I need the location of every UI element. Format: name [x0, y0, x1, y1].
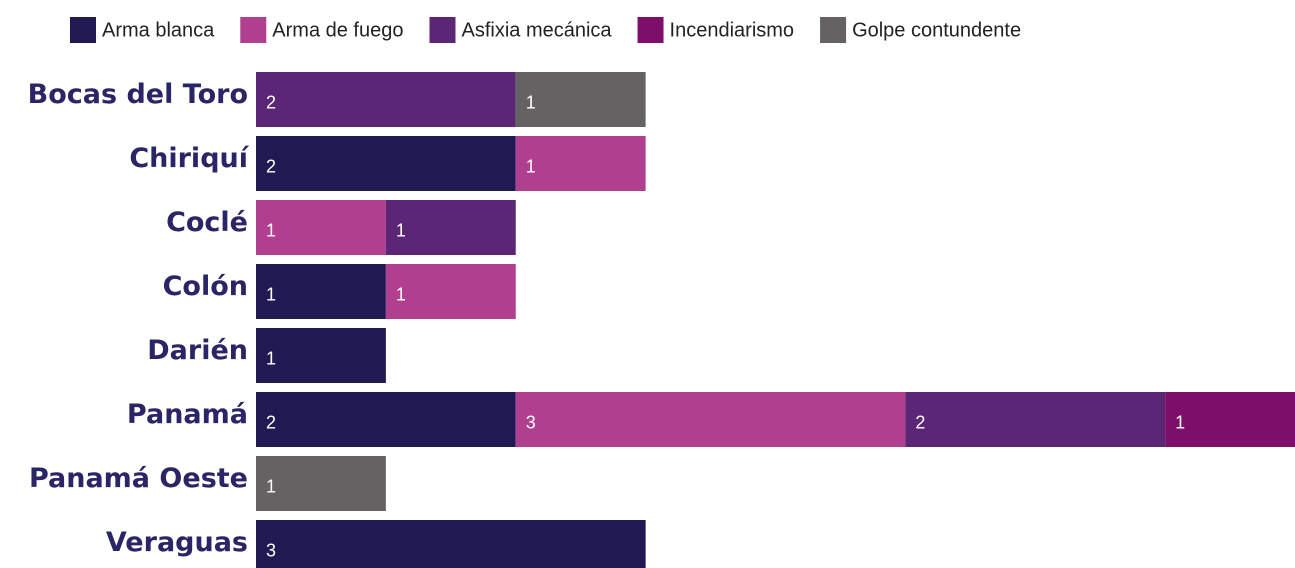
category-label: Darién: [147, 335, 248, 366]
legend-label: Arma de fuego: [272, 19, 403, 41]
value-label: 1: [396, 284, 406, 304]
value-label: 1: [266, 348, 276, 368]
legend-swatch: [429, 17, 456, 43]
category-label: Colón: [163, 271, 248, 302]
bar-segment: [905, 392, 1166, 447]
value-label: 3: [266, 540, 276, 560]
bar-segment: [1165, 392, 1295, 447]
value-label: 1: [526, 156, 536, 176]
value-label: 2: [266, 156, 276, 176]
bar-segment: [256, 136, 516, 191]
category-label: Coclé: [166, 207, 248, 238]
bar-segment: [256, 200, 386, 255]
bar-segment: [515, 392, 906, 447]
legend-swatch: [637, 17, 664, 43]
bar-segment: [256, 520, 646, 568]
bar-segment: [256, 72, 516, 127]
value-label: 1: [266, 284, 276, 304]
legend-label: Asfixia mecánica: [461, 19, 612, 41]
bar-segment: [256, 328, 386, 383]
value-label: 1: [266, 476, 276, 496]
category-label: Bocas del Toro: [28, 79, 248, 110]
bar-segment: [256, 264, 386, 319]
category-label: Panamá Oeste: [29, 463, 248, 494]
bar-segment: [385, 264, 516, 319]
value-label: 2: [915, 412, 925, 432]
legend-label: Golpe contundente: [852, 19, 1021, 41]
bar-segment: [515, 136, 646, 191]
category-label: Veraguas: [106, 527, 248, 558]
bar-segment: [385, 200, 516, 255]
category-label: Panamá: [127, 399, 248, 430]
value-label: 1: [1175, 412, 1185, 432]
bar-segment: [256, 456, 386, 511]
legend-label: Arma blanca: [102, 19, 215, 41]
value-label: 3: [526, 412, 536, 432]
legend-swatch: [240, 17, 267, 43]
bar-segment: [515, 72, 646, 127]
legend-swatch: [820, 17, 847, 43]
value-label: 2: [266, 92, 276, 112]
value-label: 1: [396, 220, 406, 240]
value-label: 1: [526, 92, 536, 112]
legend-swatch: [70, 17, 96, 43]
category-label: Chiriquí: [129, 143, 249, 174]
bar-segment: [256, 392, 516, 447]
value-label: 2: [266, 412, 276, 432]
value-label: 1: [266, 220, 276, 240]
legend-label: Incendiarismo: [670, 19, 795, 41]
